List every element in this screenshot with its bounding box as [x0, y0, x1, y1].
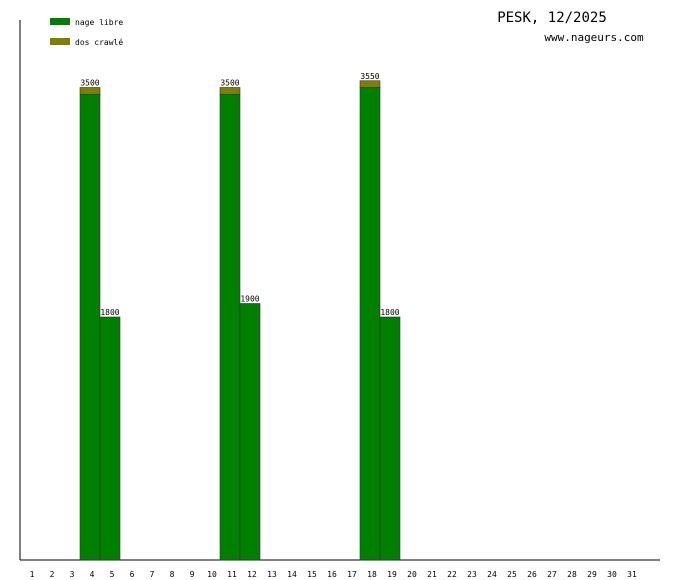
x-tick-label: 20 [407, 570, 417, 579]
x-tick-label: 21 [427, 570, 437, 579]
x-tick-label: 13 [267, 570, 277, 579]
legend-label: dos crawlé [75, 37, 123, 47]
x-tick-label: 4 [90, 570, 95, 579]
x-tick-label: 15 [307, 570, 317, 579]
bar-segment [359, 87, 381, 561]
total-label: 3500 [220, 79, 239, 88]
x-tick-label: 17 [347, 570, 357, 579]
bar-segment [219, 87, 241, 95]
x-tick-label: 8 [170, 570, 175, 579]
x-tick-label: 24 [487, 570, 497, 579]
x-tick-label: 23 [467, 570, 477, 579]
bar-segment [219, 93, 241, 561]
x-tick-label: 14 [287, 570, 297, 579]
x-tick-label: 3 [70, 570, 75, 579]
bar-segment [379, 316, 401, 561]
x-tick-label: 25 [507, 570, 517, 579]
total-label: 3550 [360, 72, 379, 81]
x-tick-label: 19 [387, 570, 397, 579]
bar-segment [99, 316, 121, 561]
x-tick-label: 30 [607, 570, 617, 579]
x-tick-label: 27 [547, 570, 557, 579]
total-label: 1900 [240, 295, 259, 304]
x-tick-label: 6 [130, 570, 135, 579]
legend-label: nage libre [75, 18, 123, 27]
x-tick-label: 2 [50, 570, 55, 579]
x-tick-label: 16 [327, 570, 337, 579]
x-tick-label: 26 [527, 570, 537, 579]
bar-segment [359, 80, 381, 88]
bar-segment [79, 93, 101, 561]
x-tick-label: 7 [150, 570, 155, 579]
bar-segment [239, 303, 261, 561]
x-tick-label: 9 [190, 570, 195, 579]
total-label: 1800 [100, 308, 119, 317]
x-tick-label: 1 [30, 570, 35, 579]
x-tick-label: 5 [110, 570, 115, 579]
x-tick-label: 29 [587, 570, 597, 579]
x-tick-label: 31 [627, 570, 637, 579]
bar-segment [79, 87, 101, 95]
x-tick-label: 28 [567, 570, 577, 579]
total-label: 3500 [80, 79, 99, 88]
legend-swatch [50, 18, 70, 25]
x-tick-label: 22 [447, 570, 457, 579]
chart-subtitle: www.nageurs.com [544, 31, 644, 44]
legend-swatch [50, 38, 70, 45]
total-label: 1800 [380, 308, 399, 317]
x-tick-label: 12 [247, 570, 257, 579]
x-tick-label: 11 [227, 570, 237, 579]
chart-title: PESK, 12/2025 [497, 10, 607, 26]
x-tick-label: 18 [367, 570, 377, 579]
x-tick-label: 10 [207, 570, 217, 579]
